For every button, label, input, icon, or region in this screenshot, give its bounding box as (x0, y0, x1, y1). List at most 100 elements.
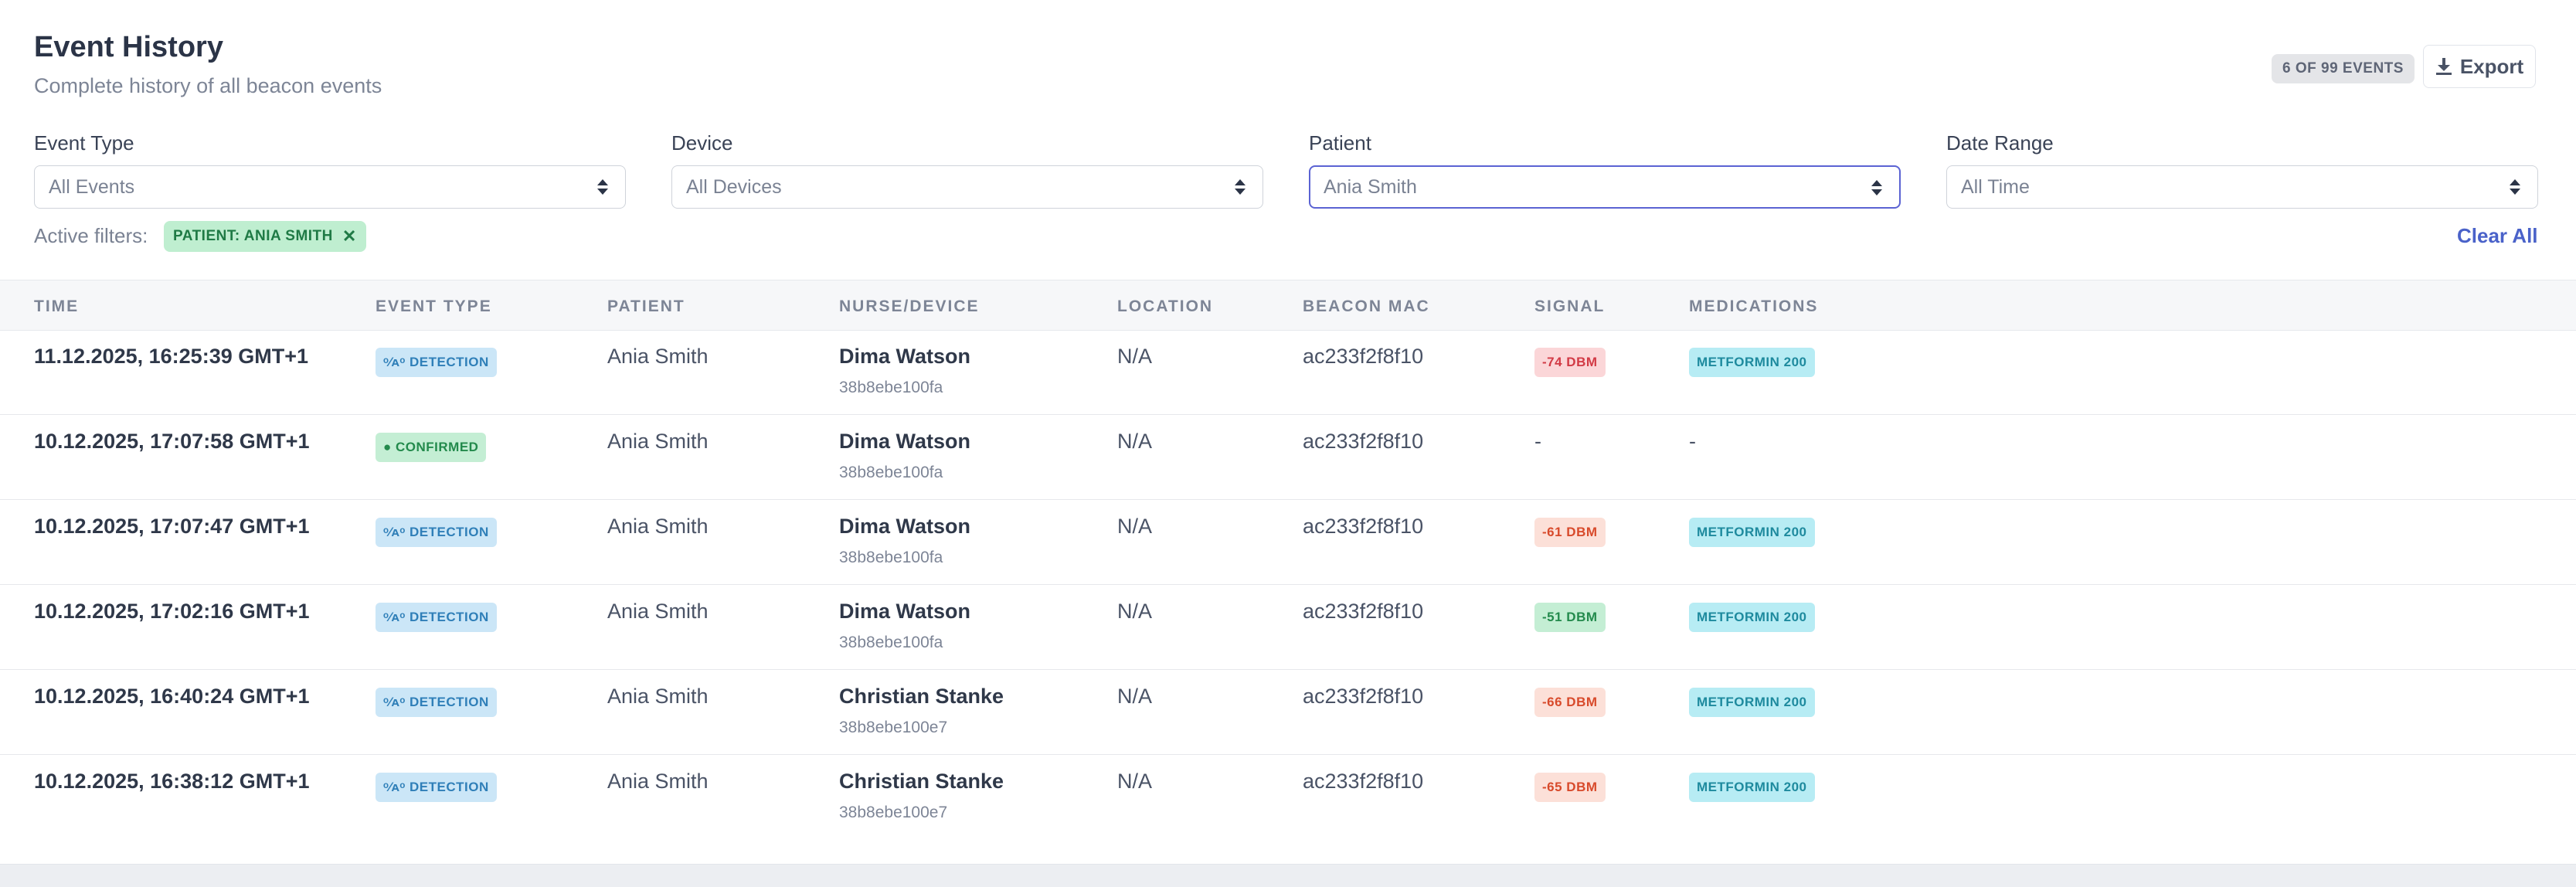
column-header-patient: PATIENT (607, 297, 685, 315)
device-value: All Devices (686, 176, 782, 198)
signal-badge: -65 DBM (1534, 773, 1606, 802)
table-row[interactable]: 10.12.2025, 16:38:12 GMT+1 ᵒ⁄ᴀᵒ DETECTIO… (0, 754, 2576, 839)
beacon-mac: ac233f2f8f10 (1303, 430, 1424, 453)
location: N/A (1117, 515, 1153, 538)
patient-name: Ania Smith (607, 770, 709, 793)
beacon-mac: ac233f2f8f10 (1303, 685, 1424, 708)
patient-select[interactable]: Ania Smith (1309, 165, 1901, 209)
download-icon (2435, 58, 2452, 75)
signal-badge: -74 DBM (1534, 348, 1606, 377)
page-title: Event History (34, 31, 223, 63)
date-range-value: All Time (1961, 176, 2030, 198)
device-id: 38b8ebe100e7 (839, 804, 948, 821)
location: N/A (1117, 345, 1153, 368)
event-time: 10.12.2025, 17:07:47 GMT+1 (34, 515, 310, 538)
clear-all-link[interactable]: Clear All (2457, 224, 2538, 247)
device-id: 38b8ebe100fa (839, 549, 943, 566)
device-id: 38b8ebe100fa (839, 379, 943, 396)
event-time: 10.12.2025, 17:07:58 GMT+1 (34, 430, 310, 453)
column-header-event-type: EVENT TYPE (376, 297, 492, 315)
table-row[interactable]: 10.12.2025, 17:02:16 GMT+1 ᵒ⁄ᴀᵒ DETECTIO… (0, 584, 2576, 670)
event-time: 10.12.2025, 17:02:16 GMT+1 (34, 600, 310, 623)
column-header-signal: SIGNAL (1534, 297, 1606, 315)
table-header: TIME EVENT TYPE PATIENT NURSE/DEVICE LOC… (0, 280, 2576, 331)
location: N/A (1117, 685, 1153, 708)
device-id: 38b8ebe100e7 (839, 719, 948, 736)
patient-name: Ania Smith (607, 600, 709, 623)
location: N/A (1117, 600, 1153, 623)
event-history-card: Event History Complete history of all be… (0, 0, 2576, 865)
remove-filter-icon[interactable]: ✕ (342, 226, 357, 246)
antenna-icon: ᵒ⁄ᴀᵒ (383, 355, 410, 369)
patient-value: Ania Smith (1324, 176, 1417, 198)
export-label: Export (2459, 54, 2524, 78)
nurse-name: Christian Stanke (839, 685, 1004, 708)
medication-badge: METFORMIN 200 (1689, 348, 1815, 377)
event-time: 11.12.2025, 16:25:39 GMT+1 (34, 345, 308, 368)
beacon-mac: ac233f2f8f10 (1303, 770, 1424, 793)
date-range-select[interactable]: All Time (1946, 165, 2538, 209)
nurse-name: Dima Watson (839, 430, 971, 453)
event-type-badge: ● CONFIRMED (376, 433, 487, 462)
event-type-badge: ᵒ⁄ᴀᵒ DETECTION (376, 348, 497, 377)
signal-badge: -66 DBM (1534, 688, 1606, 717)
beacon-mac: ac233f2f8f10 (1303, 515, 1424, 538)
event-type-select[interactable]: All Events (34, 165, 626, 209)
check-circle-icon: ● (383, 440, 396, 454)
beacon-mac: ac233f2f8f10 (1303, 600, 1424, 623)
patient-name: Ania Smith (607, 515, 709, 538)
nurse-name: Dima Watson (839, 600, 971, 623)
header: Event History (34, 31, 223, 64)
active-filters-label: Active filters: (34, 224, 148, 247)
device-id: 38b8ebe100fa (839, 634, 943, 651)
table-row[interactable]: 11.12.2025, 16:25:39 GMT+1 ᵒ⁄ᴀᵒ DETECTIO… (0, 329, 2576, 415)
event-time: 10.12.2025, 16:38:12 GMT+1 (34, 770, 310, 793)
location: N/A (1117, 770, 1153, 793)
sort-arrows-icon (1235, 166, 1246, 208)
column-header-nurse-device: NURSE/DEVICE (839, 297, 980, 315)
signal-badge: -61 DBM (1534, 518, 1606, 547)
table-row[interactable]: 10.12.2025, 16:40:24 GMT+1 ᵒ⁄ᴀᵒ DETECTIO… (0, 669, 2576, 755)
antenna-icon: ᵒ⁄ᴀᵒ (383, 695, 410, 709)
date-range-label: Date Range (1946, 131, 2054, 155)
signal-empty: - (1534, 430, 1541, 453)
device-select[interactable]: All Devices (671, 165, 1263, 209)
patient-label: Patient (1309, 131, 1371, 155)
medication-badge: METFORMIN 200 (1689, 688, 1815, 717)
event-type-badge: ᵒ⁄ᴀᵒ DETECTION (376, 773, 497, 802)
patient-name: Ania Smith (607, 345, 709, 368)
column-header-beacon-mac: BEACON MAC (1303, 297, 1430, 315)
nurse-name: Dima Watson (839, 345, 971, 368)
antenna-icon: ᵒ⁄ᴀᵒ (383, 780, 410, 794)
page-subtitle: Complete history of all beacon events (34, 74, 382, 97)
medication-badge: METFORMIN 200 (1689, 603, 1815, 632)
nurse-name: Christian Stanke (839, 770, 1004, 793)
signal-badge: -51 DBM (1534, 603, 1606, 632)
column-header-location: LOCATION (1117, 297, 1214, 315)
patient-name: Ania Smith (607, 430, 709, 453)
event-type-badge: ᵒ⁄ᴀᵒ DETECTION (376, 688, 497, 717)
event-type-badge: ᵒ⁄ᴀᵒ DETECTION (376, 518, 497, 547)
antenna-icon: ᵒ⁄ᴀᵒ (383, 525, 410, 539)
antenna-icon: ᵒ⁄ᴀᵒ (383, 610, 410, 624)
column-header-time: TIME (34, 297, 80, 315)
table-row[interactable]: 10.12.2025, 17:07:58 GMT+1 ● CONFIRMED A… (0, 414, 2576, 500)
medication-badge: METFORMIN 200 (1689, 773, 1815, 802)
active-filter-chip-label: PATIENT: ANIA SMITH (173, 228, 333, 244)
event-type-badge: ᵒ⁄ᴀᵒ DETECTION (376, 603, 497, 632)
event-count-badge: 6 OF 99 EVENTS (2272, 54, 2415, 83)
nurse-name: Dima Watson (839, 515, 971, 538)
active-filter-chip: PATIENT: ANIA SMITH ✕ (164, 221, 366, 252)
beacon-mac: ac233f2f8f10 (1303, 345, 1424, 368)
sort-arrows-icon (1871, 167, 1882, 207)
table-row[interactable]: 10.12.2025, 17:07:47 GMT+1 ᵒ⁄ᴀᵒ DETECTIO… (0, 499, 2576, 585)
export-button[interactable]: Export (2423, 45, 2536, 88)
event-time: 10.12.2025, 16:40:24 GMT+1 (34, 685, 310, 708)
sort-arrows-icon (597, 166, 608, 208)
sort-arrows-icon (2510, 166, 2520, 208)
patient-name: Ania Smith (607, 685, 709, 708)
device-label: Device (671, 131, 733, 155)
device-id: 38b8ebe100fa (839, 464, 943, 481)
event-type-value: All Events (49, 176, 135, 198)
medication-empty: - (1689, 430, 1696, 453)
